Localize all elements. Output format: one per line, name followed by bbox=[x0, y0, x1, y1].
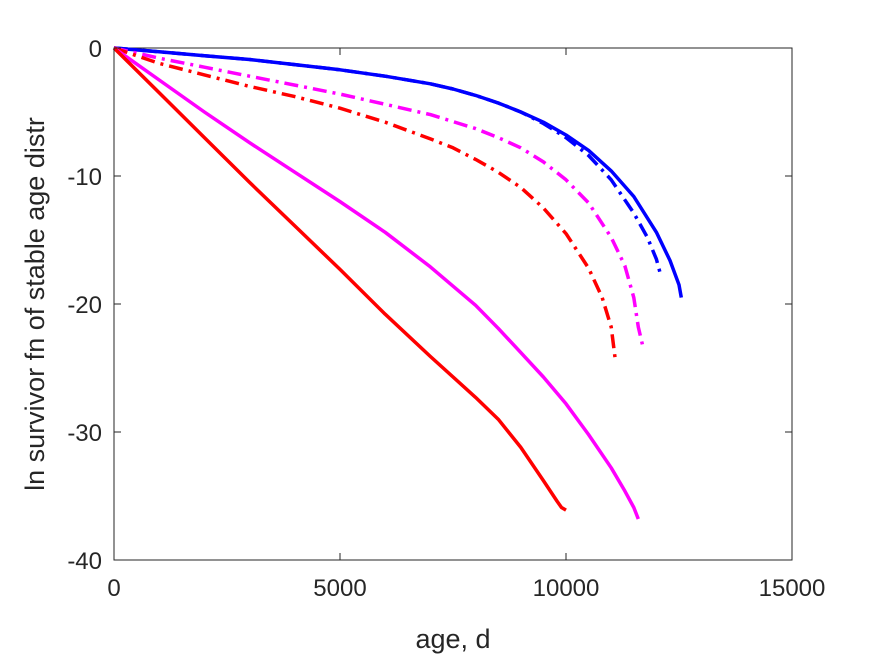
y-tick-label: 0 bbox=[89, 36, 102, 63]
axes-box bbox=[113, 47, 793, 561]
x-axis-label: age, d bbox=[415, 624, 490, 654]
series-line-5 bbox=[112, 46, 640, 520]
y-axis-label: ln survivor fn of stable age distr bbox=[20, 117, 50, 491]
y-tick-label: -40 bbox=[67, 548, 102, 575]
series-line-4 bbox=[113, 46, 618, 364]
series-line-2 bbox=[113, 46, 663, 277]
y-tick-label: -10 bbox=[67, 164, 102, 191]
series-layer bbox=[112, 46, 684, 520]
series-line-3 bbox=[113, 46, 645, 347]
y-axis-ticks: 0 -10 -20 -30 -40 bbox=[67, 36, 792, 575]
x-tick-label: 5000 bbox=[313, 575, 366, 602]
x-tick-label: 10000 bbox=[533, 575, 600, 602]
y-tick-label: -30 bbox=[67, 420, 102, 447]
x-tick-label: 15000 bbox=[759, 575, 826, 602]
series-line-6 bbox=[112, 46, 567, 512]
y-tick-label: -20 bbox=[67, 292, 102, 319]
plot-area bbox=[113, 47, 793, 561]
x-axis-ticks: 0 5000 10000 15000 bbox=[107, 48, 825, 602]
x-tick-label: 0 bbox=[107, 575, 120, 602]
